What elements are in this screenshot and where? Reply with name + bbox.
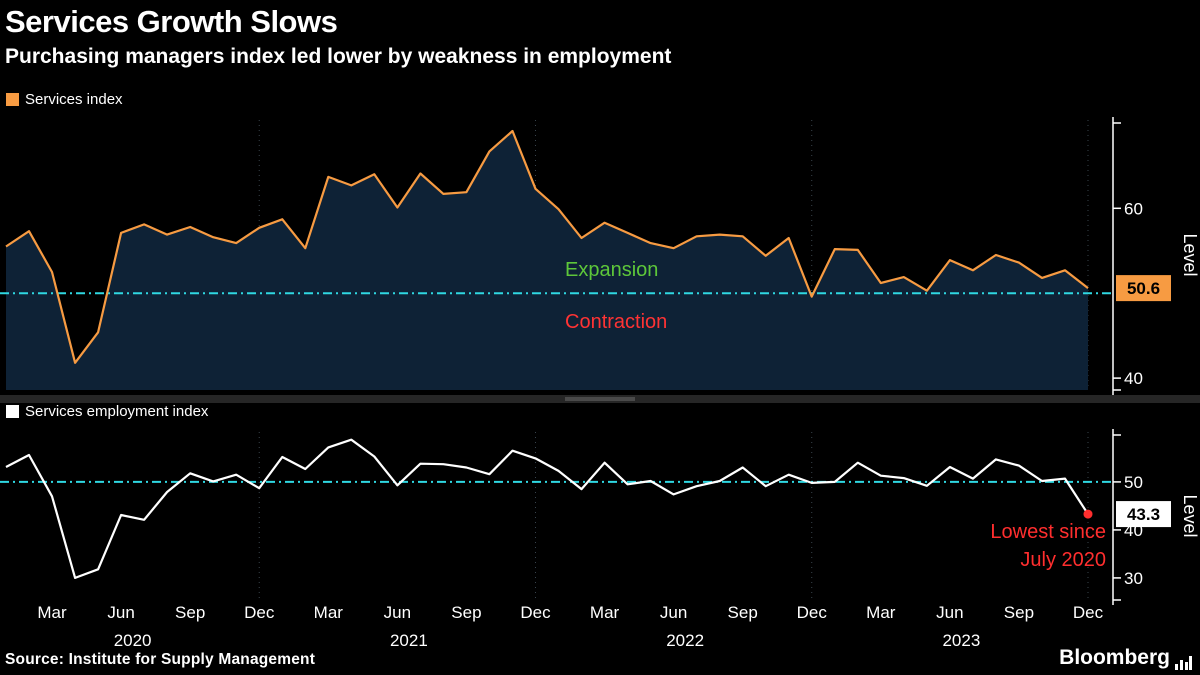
employment-index-line — [5, 438, 1089, 579]
source-note: Source: Institute for Supply Management — [5, 651, 316, 668]
legend-label-employment-index: Services employment index — [25, 403, 209, 420]
x-tick-label: Dec — [520, 603, 551, 622]
x-tick-label: Mar — [37, 603, 67, 622]
y-tick-label: 40 — [1124, 369, 1143, 388]
x-year-label: 2023 — [942, 631, 980, 650]
last-value-badge — [1116, 275, 1171, 302]
x-tick-label: Sep — [728, 603, 758, 622]
y-tick-label: 50 — [1124, 473, 1143, 492]
last-value-badge — [1116, 501, 1171, 528]
expansion-label: Expansion — [565, 259, 658, 281]
x-tick-label: Dec — [797, 603, 828, 622]
x-tick-label: Mar — [314, 603, 344, 622]
y-axis-title: Level — [1180, 494, 1200, 537]
y-tick-label: 30 — [1124, 569, 1143, 588]
legend-swatch-white — [6, 405, 19, 418]
page-subtitle: Purchasing managers index led lower by w… — [5, 45, 672, 68]
legend-swatch-orange — [6, 93, 19, 106]
page-title: Services Growth Slows — [5, 4, 338, 39]
panel-divider — [0, 395, 1200, 403]
x-tick-label: Jun — [107, 603, 134, 622]
x-tick-label: Jun — [936, 603, 963, 622]
x-year-label: 2021 — [390, 631, 428, 650]
x-tick-label: Jun — [660, 603, 687, 622]
legend-label-services-index: Services index — [25, 91, 123, 108]
x-year-label: 2020 — [114, 631, 152, 650]
x-tick-label: Mar — [866, 603, 896, 622]
y-axis-title: Level — [1180, 233, 1200, 276]
last-value-label: 50.6 — [1127, 279, 1160, 298]
bloomberg-chart-icon — [1175, 656, 1192, 670]
lowest-point-marker — [1083, 509, 1093, 519]
x-tick-label: Mar — [590, 603, 620, 622]
x-tick-label: Jun — [384, 603, 411, 622]
lowest-since-annotation: Lowest since — [990, 521, 1106, 543]
bloomberg-wordmark: Bloomberg — [1059, 646, 1170, 669]
area-fill — [6, 131, 1088, 390]
x-year-label: 2022 — [666, 631, 704, 650]
x-tick-label: Sep — [1004, 603, 1034, 622]
bloomberg-logo: Bloomberg — [1059, 646, 1192, 670]
services-index-chart: 40 60 Level 50.6 Expansion Contraction — [0, 117, 1200, 395]
services-index-line — [5, 129, 1089, 364]
legend-services-index: Services index — [6, 91, 123, 108]
last-value-label: 43.3 — [1127, 505, 1160, 524]
x-tick-label: Sep — [175, 603, 205, 622]
x-tick-label: Dec — [244, 603, 275, 622]
y-tick-label: 60 — [1124, 199, 1143, 218]
x-tick-label: Sep — [451, 603, 481, 622]
contraction-label: Contraction — [565, 311, 667, 333]
lowest-since-annotation: July 2020 — [1020, 549, 1106, 571]
divider-handle[interactable] — [565, 397, 635, 401]
x-tick-label: Dec — [1073, 603, 1104, 622]
legend-employment-index: Services employment index — [6, 403, 208, 420]
